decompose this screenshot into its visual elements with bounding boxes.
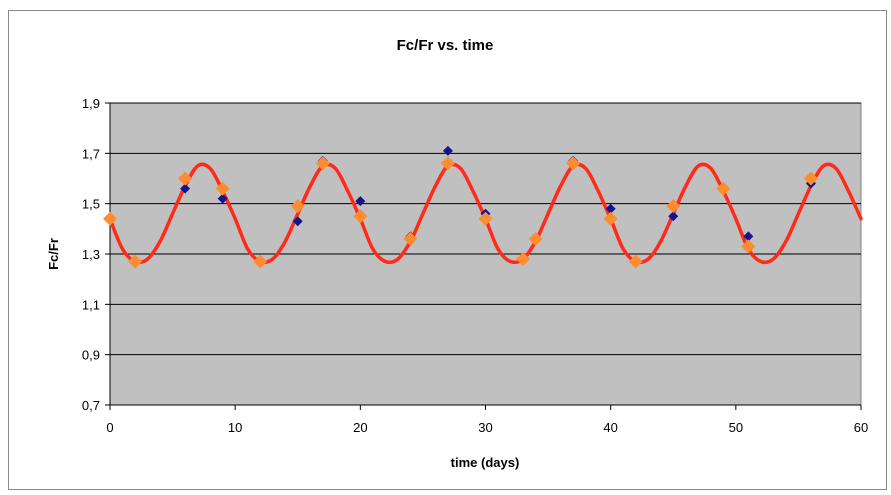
model-point [440,156,455,171]
model-point [403,231,418,246]
model-point [128,254,143,269]
chart-canvas: Fc/Fr vs. time 0,7 0,9 1,1 1,3 1,5 1,7 1,9 0 10 2… [46,37,868,470]
tick-labels: 0,7 0,9 1,1 1,3 1,5 1,7 1,9 0 10 20 30 40 50 60 [82,96,868,435]
y-tick-label: 0,7 [82,398,100,413]
model-point [803,171,818,186]
x-tick-label: 50 [729,420,743,435]
model-point [528,231,543,246]
axes [109,103,861,406]
observed-point [292,216,303,227]
gridlines [105,102,862,410]
y-tick-label: 1,5 [82,197,100,212]
chart-frame: Fc/Fr vs. time 0,7 0,9 1,1 1,3 1,5 1,7 1,9 0 10 2… [8,10,887,490]
y-axis-title: Fc/Fr [46,238,61,270]
observed-point [442,145,453,156]
x-tick-label: 30 [478,420,492,435]
model-point [603,211,618,226]
observed-point [180,183,191,194]
chart-title: Fc/Fr vs. time [397,37,494,54]
model-point [103,211,117,226]
model-point [290,199,305,214]
y-tick-label: 1,1 [82,297,100,312]
model-point [478,211,493,226]
y-tick-label: 1,7 [82,146,100,161]
observed-point [355,196,366,207]
observed-point [217,193,228,204]
model-point [315,156,330,171]
y-tick-label: 1,9 [82,96,100,111]
observed-point [605,203,616,214]
x-axis-title: time (days) [451,455,520,470]
x-tick-label: 60 [854,420,868,435]
model-point [516,252,531,267]
model-point [666,199,681,214]
x-tick-label: 0 [106,420,113,435]
model-point [178,171,193,186]
y-tick-label: 0,9 [82,348,100,363]
model-point [741,239,756,254]
y-tick-label: 1,3 [82,247,100,262]
model-point [215,181,230,196]
model-point [716,181,731,196]
model-point [253,254,268,269]
series-layer [103,145,863,269]
model-point [353,209,368,224]
x-tick-label: 20 [353,420,367,435]
model-point [566,156,581,171]
x-tick-label: 10 [228,420,242,435]
observed-point [668,211,679,222]
observed-point [743,231,754,242]
x-tick-label: 40 [603,420,617,435]
